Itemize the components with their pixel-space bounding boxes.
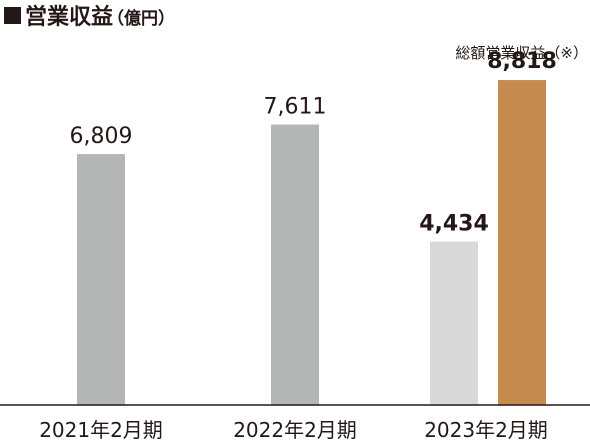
x-tick-label: 2022年2月期 — [233, 418, 357, 441]
bar-2021年2月期 — [77, 154, 125, 405]
bar-total-2023年2月期 — [498, 80, 546, 405]
chart-title: 営業収益 （億円） — [4, 4, 175, 30]
title-square-mark — [4, 7, 21, 24]
bars-layer — [77, 80, 546, 405]
legend-total-label: 総額営業収益（※） — [455, 44, 588, 62]
x-tick-labels: 2021年2月期 2022年2月期 2023年2月期 — [39, 418, 548, 441]
bar-2023年2月期 — [430, 241, 478, 405]
x-tick-label: 2023年2月期 — [424, 418, 548, 441]
data-label-2021年2月期: 6,809 — [70, 124, 133, 149]
bar-2022年2月期 — [271, 124, 319, 405]
chart-title-unit: （億円） — [107, 8, 175, 29]
data-label-2023年2月期: 4,434 — [419, 212, 489, 237]
chart-title-main: 営業収益 — [25, 4, 113, 30]
data-label-total-2023年2月期: 8,818 — [487, 49, 557, 74]
data-label-2022年2月期: 7,611 — [264, 95, 327, 120]
x-tick-label: 2021年2月期 — [39, 418, 163, 441]
